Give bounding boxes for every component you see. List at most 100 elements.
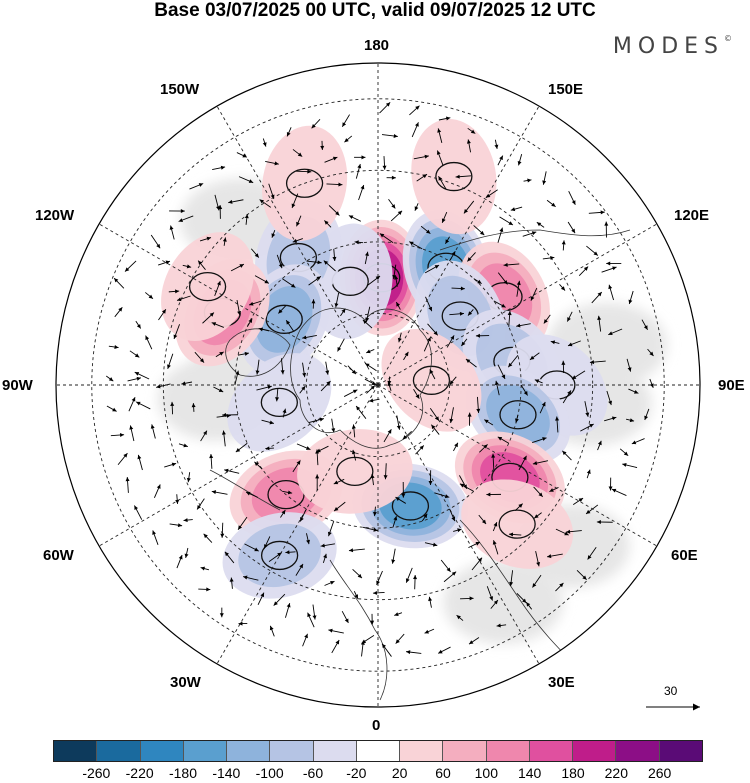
wind-vector <box>409 241 423 250</box>
wind-vector <box>413 154 429 160</box>
colorbar-swatch <box>97 741 141 761</box>
wind-vector <box>576 569 587 581</box>
wind-vector <box>238 176 254 184</box>
wind-vector <box>135 401 151 410</box>
wind-vector <box>145 292 154 300</box>
wind-vector <box>332 248 337 262</box>
wind-vector <box>466 139 472 153</box>
wind-vector <box>286 127 292 137</box>
wind-vector <box>341 114 350 127</box>
wind-vector <box>529 352 540 361</box>
wind-vector <box>128 397 136 412</box>
wind-vector <box>455 174 472 179</box>
wind-vector <box>202 312 215 324</box>
anomaly-field-layer <box>161 118 608 599</box>
wind-vector <box>176 295 191 302</box>
wind-vector <box>135 320 142 329</box>
wind-vector <box>534 379 543 384</box>
wind-vector <box>386 175 396 180</box>
wind-vector <box>425 296 433 312</box>
wind-vector <box>268 183 275 200</box>
wind-vector <box>628 388 639 394</box>
colorbar-tick-label: -60 <box>302 765 324 781</box>
wind-vector <box>641 319 648 330</box>
wind-vector <box>296 215 302 227</box>
wind-vector <box>438 176 447 190</box>
colorbar-swatch <box>183 741 228 761</box>
wind-vector <box>584 401 590 417</box>
wind-vector <box>619 448 629 457</box>
wind-vector <box>580 423 594 432</box>
wind-vector <box>503 262 520 267</box>
wind-vector <box>379 102 391 114</box>
wind-vector <box>394 612 403 617</box>
wind-vector <box>222 237 227 246</box>
colorbar-swatch <box>443 741 487 761</box>
wind-vector <box>124 260 137 272</box>
wind-vector <box>611 488 627 497</box>
map-title: Base 03/07/2025 00 UTC, valid 09/07/2025… <box>154 0 596 21</box>
wind-vector <box>423 336 431 352</box>
wind-vector <box>441 211 448 224</box>
wind-vector <box>533 486 543 498</box>
wind-vector <box>292 149 303 157</box>
wind-vector <box>125 477 130 493</box>
wind-vector <box>449 508 456 522</box>
wind-vector <box>351 424 356 438</box>
wind-vector <box>344 135 353 143</box>
wind-vector <box>518 455 527 471</box>
wind-vector <box>429 408 440 422</box>
wind-vector <box>366 385 376 394</box>
wind-vector <box>402 430 412 440</box>
wind-vector <box>406 650 422 655</box>
wind-vector <box>539 401 546 414</box>
wind-vector <box>471 557 483 571</box>
wind-vector <box>145 335 153 350</box>
wind-vector <box>413 389 420 399</box>
wind-vector <box>468 541 481 549</box>
wind-vector <box>473 278 482 284</box>
wind-vector <box>362 526 378 532</box>
wind-vector <box>275 387 280 402</box>
wind-vector <box>555 416 560 433</box>
wind-vector-layer <box>105 102 654 657</box>
brand-logo: MODES© <box>613 34 732 59</box>
wind-vector <box>449 251 456 262</box>
wind-vector <box>550 340 560 345</box>
latitude-circle <box>91 98 665 672</box>
wind-vector <box>395 496 407 504</box>
wind-vector <box>364 378 377 386</box>
wind-vector <box>597 315 602 332</box>
wind-vector <box>173 324 181 340</box>
wind-vector <box>236 152 248 158</box>
wind-vector <box>370 613 375 625</box>
wind-vector <box>567 221 576 234</box>
wind-vector <box>414 203 419 211</box>
wind-vector <box>492 540 499 555</box>
wind-vector <box>372 590 385 595</box>
lon-label-60e: 60E <box>671 547 698 564</box>
wind-vector <box>561 450 572 461</box>
colorbar <box>53 740 703 762</box>
wind-vector <box>403 351 409 361</box>
wind-vector <box>243 575 259 581</box>
wind-vector <box>292 238 303 243</box>
colorbar-swatch <box>659 741 702 761</box>
wind-vector <box>244 543 259 552</box>
wind-vector <box>364 251 369 265</box>
wind-vector <box>150 234 161 249</box>
wind-vector <box>361 635 375 644</box>
wind-vector <box>183 518 193 523</box>
wind-vector <box>370 473 375 486</box>
wind-vector <box>105 375 114 382</box>
wind-vector <box>284 603 291 618</box>
wind-vector <box>395 633 405 644</box>
colorbar-swatch <box>54 741 98 761</box>
colorbar-swatch <box>486 741 530 761</box>
wind-vector <box>254 461 263 470</box>
wind-vector <box>438 116 451 121</box>
wind-vector <box>530 287 538 301</box>
wind-vector <box>333 478 345 485</box>
wind-vector <box>486 492 501 497</box>
wind-vector <box>561 360 566 374</box>
